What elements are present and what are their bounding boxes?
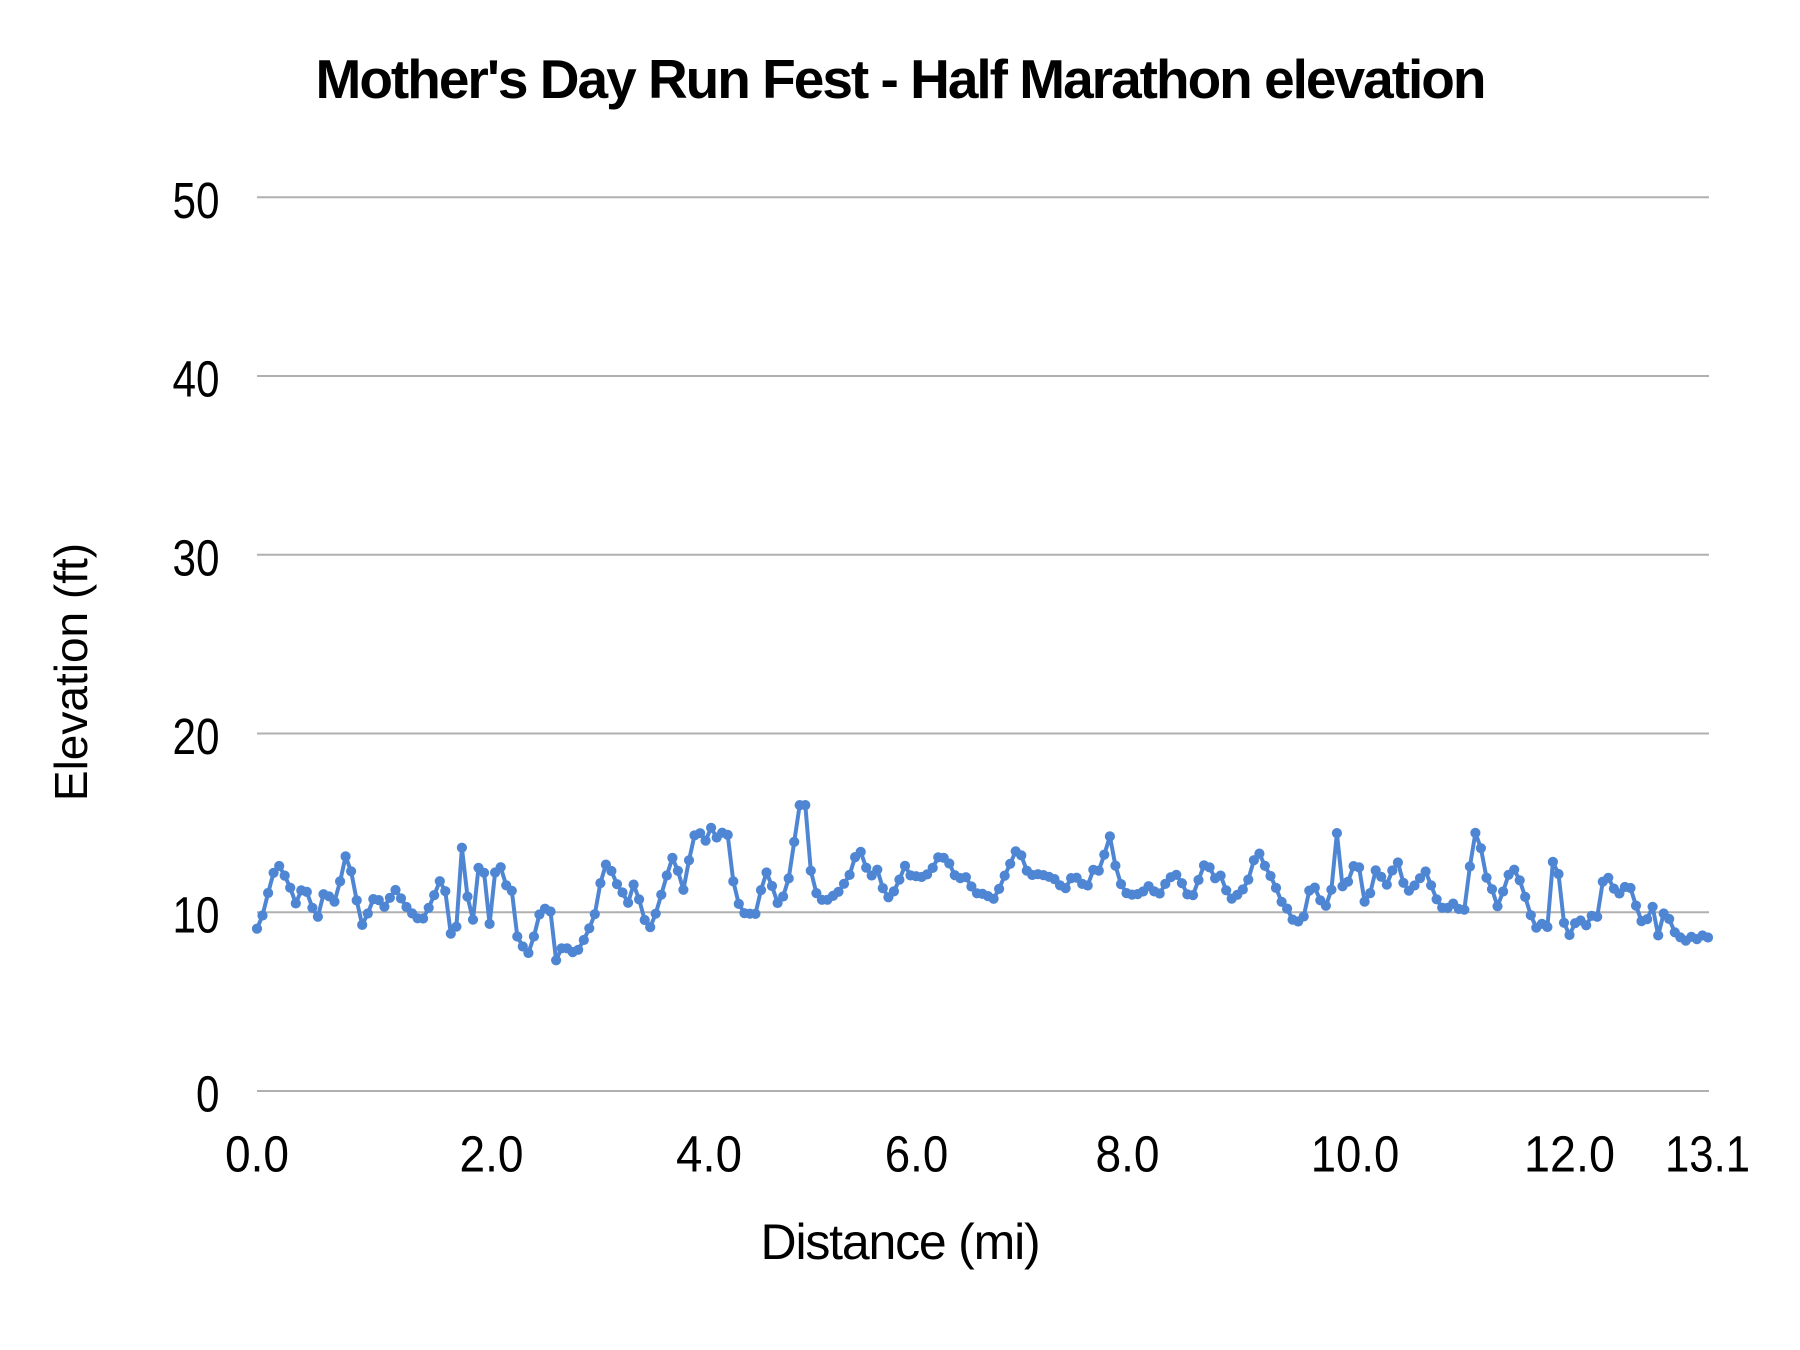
svg-text:Mother's Day Run Fest - Half M: Mother's Day Run Fest - Half Marathon el… (316, 48, 1485, 110)
svg-text:0: 0 (196, 1066, 220, 1123)
svg-text:13.1: 13.1 (1665, 1126, 1750, 1183)
svg-text:4.0: 4.0 (676, 1126, 742, 1183)
svg-text:50: 50 (173, 172, 220, 229)
svg-text:12.0: 12.0 (1524, 1126, 1615, 1183)
svg-text:2.0: 2.0 (460, 1126, 524, 1183)
svg-text:Elevation (ft): Elevation (ft) (45, 543, 97, 801)
svg-text:0.0: 0.0 (225, 1126, 289, 1183)
svg-text:20: 20 (173, 708, 220, 765)
svg-text:6.0: 6.0 (885, 1126, 949, 1183)
svg-text:10: 10 (173, 887, 220, 944)
svg-text:30: 30 (173, 529, 220, 586)
svg-text:8.0: 8.0 (1096, 1126, 1160, 1183)
svg-text:40: 40 (173, 351, 220, 408)
svg-text:10.0: 10.0 (1311, 1126, 1400, 1183)
svg-text:Distance (mi): Distance (mi) (761, 1214, 1040, 1270)
